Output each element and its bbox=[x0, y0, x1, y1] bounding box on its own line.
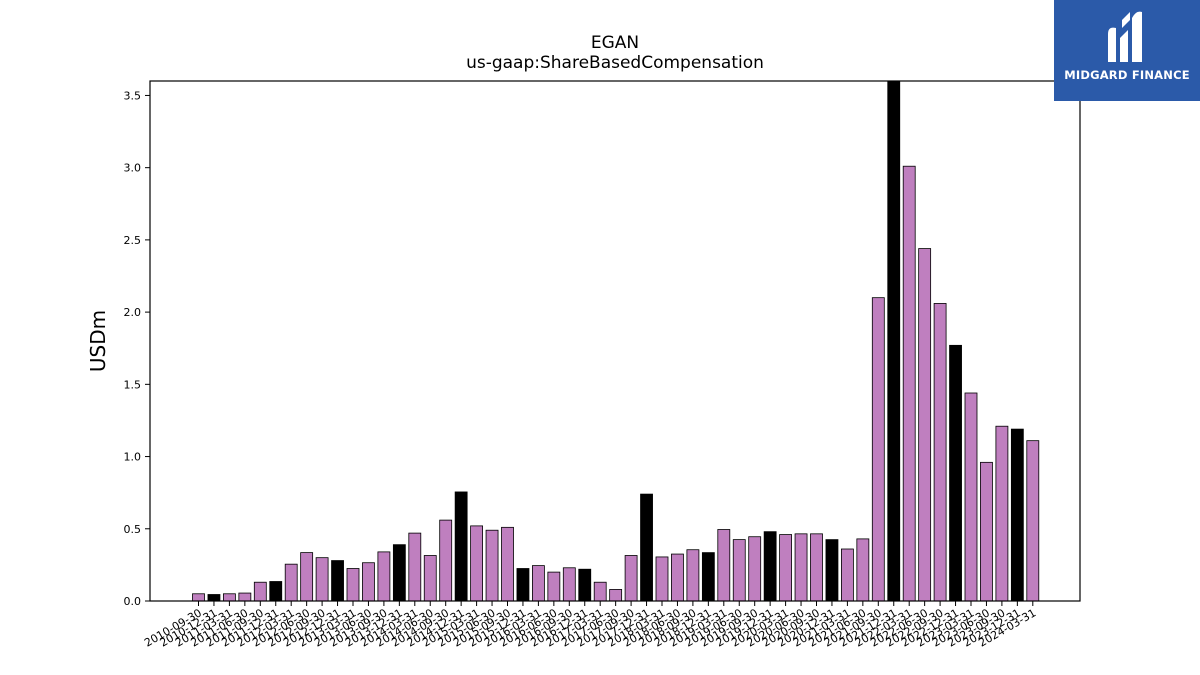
bar-2011-06-30 bbox=[238, 592, 252, 602]
bar-2010-09-30 bbox=[192, 593, 205, 602]
y-tick-label: 3.5 bbox=[124, 89, 142, 102]
bar-2014-12-31 bbox=[454, 491, 468, 602]
bar-2011-09-30 bbox=[253, 581, 267, 602]
bar-2018-12-31 bbox=[701, 552, 715, 602]
bar-2020-09-30 bbox=[810, 533, 823, 602]
bar-2019-09-30 bbox=[748, 536, 762, 602]
bar-2013-09-30 bbox=[377, 551, 391, 602]
bar-2019-12-31 bbox=[763, 531, 777, 602]
bar-2012-12-31 bbox=[331, 560, 344, 602]
brand-name: MIDGARD FINANCE bbox=[1064, 68, 1190, 82]
bar-2020-12-31 bbox=[825, 539, 839, 602]
bar-2011-03-31 bbox=[222, 593, 236, 602]
bar-2012-06-30 bbox=[300, 552, 314, 602]
bar-2018-09-30 bbox=[686, 549, 700, 602]
chart-title: EGAN bbox=[591, 33, 639, 53]
bar-2012-09-30 bbox=[315, 557, 329, 602]
y-axis: 0.0 0.5 1.0 1.5 2.0 2.5 3.0 3.5 bbox=[124, 89, 150, 608]
bar-2015-09-30 bbox=[501, 526, 514, 602]
bar-2020-06-30 bbox=[794, 533, 808, 602]
bar-2013-12-31 bbox=[392, 544, 406, 602]
bar-2016-12-31 bbox=[578, 568, 592, 602]
y-tick-label: 1.5 bbox=[124, 378, 142, 391]
y-tick-label: 2.5 bbox=[124, 234, 142, 247]
bar-2017-09-30 bbox=[624, 555, 638, 602]
bar-2017-03-31 bbox=[593, 581, 607, 602]
y-tick-label: 0.0 bbox=[124, 595, 142, 608]
bar-2014-06-30 bbox=[423, 555, 437, 602]
bar-2017-12-31 bbox=[640, 493, 653, 602]
bar-2021-12-31 bbox=[887, 80, 901, 602]
y-tick-label: 3.0 bbox=[124, 162, 142, 175]
midgard-logo-icon bbox=[1108, 11, 1142, 63]
bar-2015-12-31 bbox=[516, 568, 530, 602]
bar-2021-06-30 bbox=[856, 538, 870, 602]
bar-2023-06-30 bbox=[980, 461, 993, 602]
bar-2014-03-31 bbox=[408, 532, 422, 602]
bar-2023-09-30 bbox=[995, 425, 1009, 602]
y-tick-label: 1.0 bbox=[124, 451, 142, 464]
bar-2011-12-31 bbox=[269, 581, 283, 602]
x-axis: 2010-09-302010-12-312011-03-312011-06-30… bbox=[142, 601, 1038, 650]
bar-2018-03-31 bbox=[655, 556, 669, 602]
chart-subtitle: us-gaap:ShareBasedCompensation bbox=[466, 53, 764, 73]
bar-2013-03-31 bbox=[346, 568, 360, 602]
bar-2019-06-30 bbox=[732, 539, 746, 602]
bar-2015-06-30 bbox=[485, 529, 499, 602]
bar-2016-06-30 bbox=[547, 571, 561, 602]
bar-2017-06-30 bbox=[609, 589, 623, 602]
bar-2022-12-31 bbox=[949, 344, 962, 602]
bar-2015-03-31 bbox=[470, 525, 484, 602]
bar-2023-12-31 bbox=[1010, 428, 1024, 602]
y-tick-label: 2.0 bbox=[124, 306, 142, 319]
brand-logo: MIDGARD FINANCE bbox=[1054, 0, 1200, 101]
bar-2020-03-31 bbox=[779, 534, 792, 602]
bar-2022-06-30 bbox=[918, 248, 932, 602]
bar-2023-03-31 bbox=[964, 392, 978, 602]
bar-2019-03-31 bbox=[717, 529, 731, 602]
plot-frame bbox=[149, 80, 1081, 602]
y-axis-label: USDm bbox=[86, 310, 110, 372]
bars-group bbox=[192, 80, 1040, 602]
bar-2013-06-30 bbox=[362, 562, 375, 602]
bar-2021-09-30 bbox=[871, 297, 885, 602]
bar-2021-03-31 bbox=[841, 548, 854, 602]
bar-2016-09-30 bbox=[562, 567, 576, 602]
bar-2024-03-31 bbox=[1026, 440, 1040, 602]
bar-2014-09-30 bbox=[439, 519, 453, 602]
bar-2010-12-31 bbox=[207, 594, 221, 602]
bar-2016-03-31 bbox=[532, 565, 545, 602]
y-tick-label: 0.5 bbox=[124, 523, 142, 536]
bar-2022-03-31 bbox=[902, 165, 916, 602]
bar-2012-03-31 bbox=[284, 563, 298, 602]
bar-2018-06-30 bbox=[671, 553, 684, 602]
bar-2022-09-30 bbox=[933, 303, 947, 602]
